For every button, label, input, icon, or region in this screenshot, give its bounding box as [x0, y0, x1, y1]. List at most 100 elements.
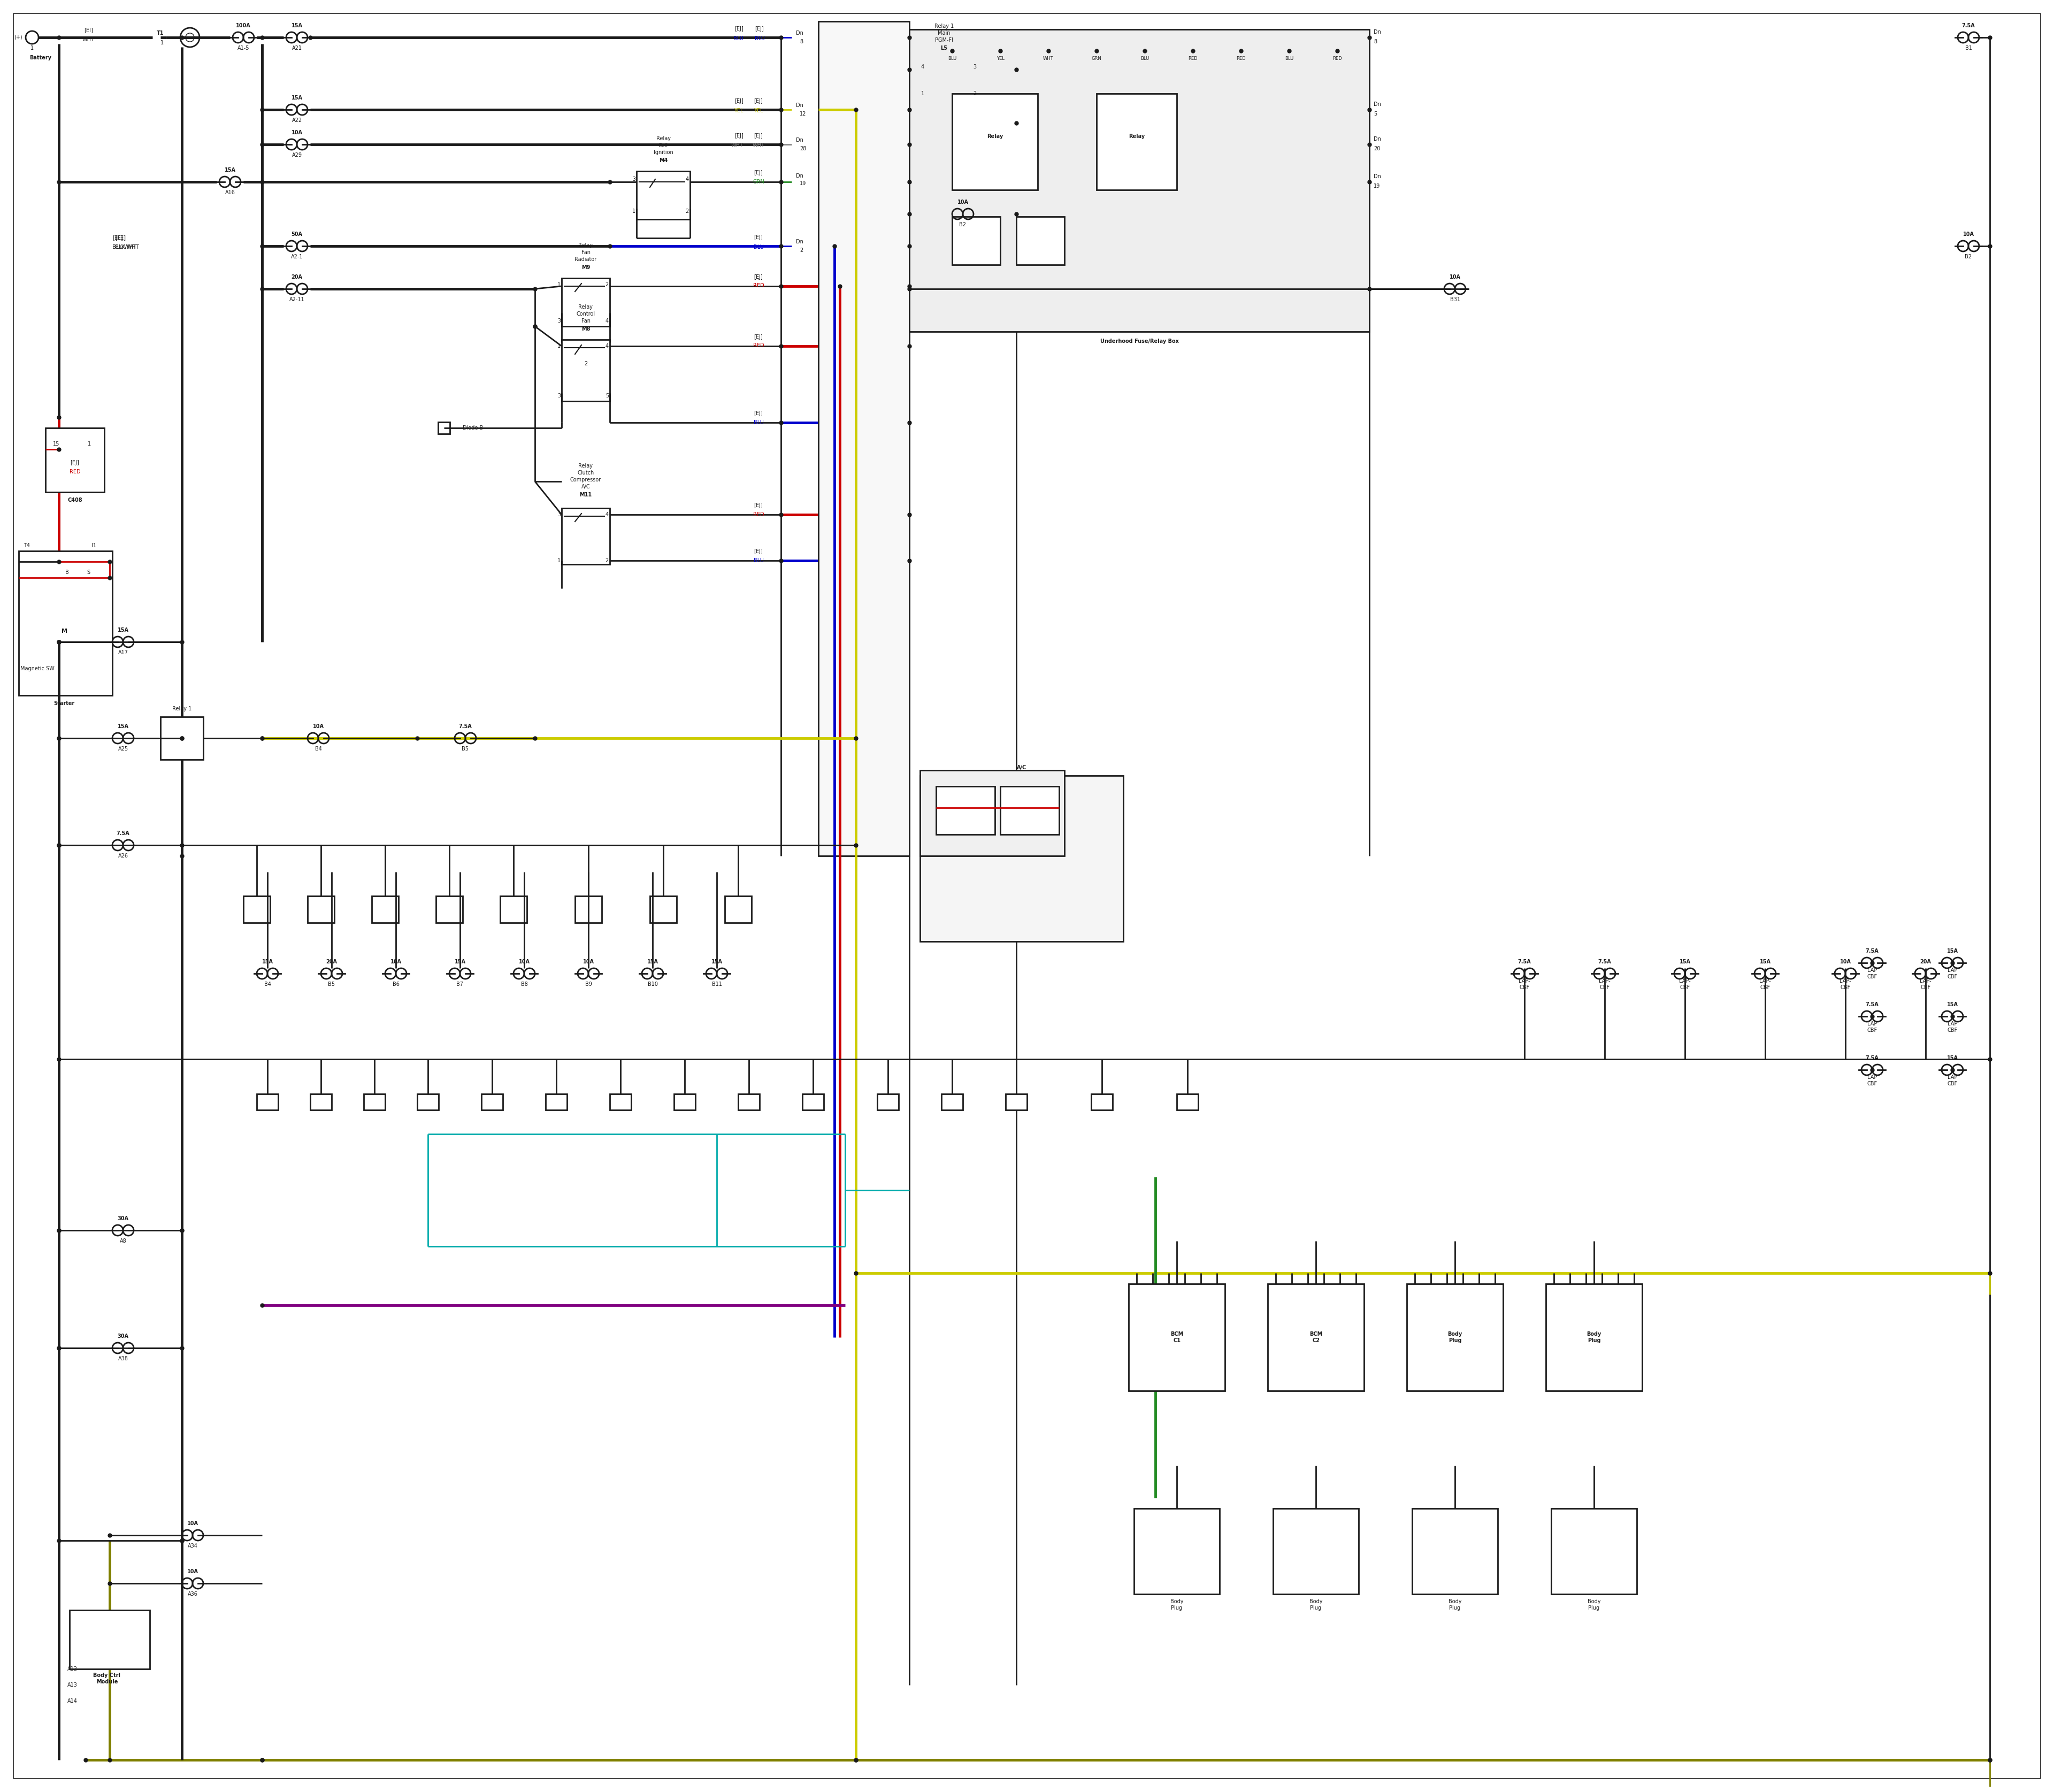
- Bar: [649, 896, 676, 923]
- Text: B4: B4: [314, 745, 322, 751]
- Text: B4: B4: [265, 982, 271, 987]
- Text: BCM
C2: BCM C2: [1308, 1331, 1323, 1342]
- Text: B31: B31: [1450, 297, 1460, 303]
- Text: 20: 20: [1374, 145, 1380, 151]
- Text: RED: RED: [70, 470, 80, 475]
- Text: RED: RED: [1333, 56, 1341, 61]
- Text: Relay: Relay: [579, 244, 594, 249]
- Bar: [45, 428, 105, 493]
- Text: [EJ]: [EJ]: [754, 504, 762, 509]
- Text: [EJ]: [EJ]: [735, 99, 744, 104]
- Text: 3: 3: [633, 177, 635, 181]
- Text: T4: T4: [23, 543, 31, 548]
- Bar: [1273, 1509, 1358, 1595]
- Text: YEL: YEL: [996, 56, 1004, 61]
- Text: 4: 4: [606, 344, 608, 349]
- Text: 3: 3: [557, 392, 561, 398]
- Text: A36: A36: [187, 1591, 197, 1597]
- Text: 15A: 15A: [1947, 948, 1957, 953]
- Text: 1: 1: [920, 91, 924, 97]
- Text: LAP-
CBF: LAP- CBF: [1598, 978, 1610, 989]
- Text: 3: 3: [557, 319, 561, 324]
- Text: C408: C408: [68, 498, 82, 504]
- Text: L5: L5: [941, 45, 947, 50]
- Text: BLU: BLU: [754, 244, 764, 249]
- Text: 5: 5: [1374, 111, 1376, 116]
- Text: B5: B5: [329, 982, 335, 987]
- Text: M4: M4: [659, 158, 668, 163]
- Text: Diode B: Diode B: [462, 425, 483, 430]
- Text: 15A: 15A: [1947, 1002, 1957, 1007]
- Text: Dn: Dn: [1374, 102, 1380, 108]
- Bar: [70, 1611, 150, 1668]
- Text: 5: 5: [606, 392, 608, 398]
- Text: LAP
CBF: LAP CBF: [1947, 1021, 1957, 1032]
- Text: [EJ]: [EJ]: [735, 133, 744, 138]
- Text: 10A: 10A: [187, 1570, 197, 1575]
- Text: B1: B1: [1966, 45, 1972, 50]
- Text: A25: A25: [117, 745, 127, 751]
- Text: [EJ]: [EJ]: [754, 99, 762, 104]
- Text: Relay: Relay: [655, 136, 670, 142]
- Text: [EJ]: [EJ]: [735, 27, 744, 32]
- Bar: [481, 1093, 503, 1109]
- Text: 15A: 15A: [117, 724, 129, 729]
- Bar: [242, 896, 271, 923]
- Bar: [674, 1093, 696, 1109]
- Text: LAP-
CBF: LAP- CBF: [1760, 978, 1771, 989]
- Text: 15A: 15A: [292, 23, 302, 29]
- Text: 4: 4: [920, 65, 924, 70]
- Text: [EJ]: [EJ]: [756, 27, 764, 32]
- Bar: [1413, 1509, 1497, 1595]
- Text: Dn: Dn: [1374, 29, 1380, 34]
- Text: YEL: YEL: [733, 108, 744, 113]
- Text: 15A: 15A: [1760, 959, 1771, 964]
- Bar: [1000, 787, 1060, 835]
- Bar: [438, 423, 450, 434]
- Text: A2-11: A2-11: [290, 297, 304, 303]
- Bar: [372, 896, 398, 923]
- Text: Relay: Relay: [579, 464, 594, 468]
- Text: BLK/WHT: BLK/WHT: [113, 244, 136, 249]
- Text: 15A: 15A: [1680, 959, 1690, 964]
- Text: Clutch: Clutch: [577, 470, 594, 475]
- Text: YEL: YEL: [754, 108, 764, 113]
- Text: BLU: BLU: [754, 557, 764, 563]
- Text: 2: 2: [974, 91, 976, 97]
- Text: 100A: 100A: [236, 23, 251, 29]
- Text: WHT: WHT: [82, 38, 94, 43]
- Text: [EJ]: [EJ]: [754, 274, 762, 280]
- Text: 8: 8: [1374, 39, 1376, 45]
- Text: 2: 2: [606, 281, 608, 287]
- Bar: [1097, 93, 1177, 190]
- Text: Radiator: Radiator: [575, 256, 598, 262]
- Text: T1: T1: [156, 30, 164, 36]
- Text: Relay: Relay: [1128, 134, 1144, 140]
- Text: Underhood Fuse/Relay Box: Underhood Fuse/Relay Box: [1101, 339, 1179, 344]
- Text: 50A: 50A: [292, 231, 302, 237]
- Bar: [953, 217, 1000, 265]
- Text: M: M: [62, 629, 68, 634]
- Text: B2: B2: [1966, 254, 1972, 260]
- Bar: [953, 93, 1037, 190]
- Bar: [941, 1093, 963, 1109]
- Text: A17: A17: [117, 650, 127, 656]
- Text: BLU: BLU: [1140, 56, 1148, 61]
- Text: Compressor: Compressor: [571, 477, 602, 482]
- Text: 7.5A: 7.5A: [1962, 23, 1976, 29]
- Text: 15: 15: [53, 441, 60, 446]
- Bar: [926, 59, 980, 102]
- Text: 7.5A: 7.5A: [1865, 1055, 1879, 1061]
- Text: A22: A22: [292, 118, 302, 124]
- Text: RED: RED: [1237, 56, 1245, 61]
- Text: GRN: GRN: [752, 179, 764, 185]
- Text: WHT: WHT: [752, 143, 764, 149]
- Bar: [937, 787, 994, 835]
- Text: BLU: BLU: [1284, 56, 1294, 61]
- Text: 15A: 15A: [224, 167, 236, 172]
- Text: LAP-
CBF: LAP- CBF: [1678, 978, 1690, 989]
- Text: Ignition: Ignition: [653, 151, 674, 156]
- Text: 20A: 20A: [292, 274, 302, 280]
- Bar: [1017, 217, 1064, 265]
- Text: RED: RED: [754, 513, 764, 518]
